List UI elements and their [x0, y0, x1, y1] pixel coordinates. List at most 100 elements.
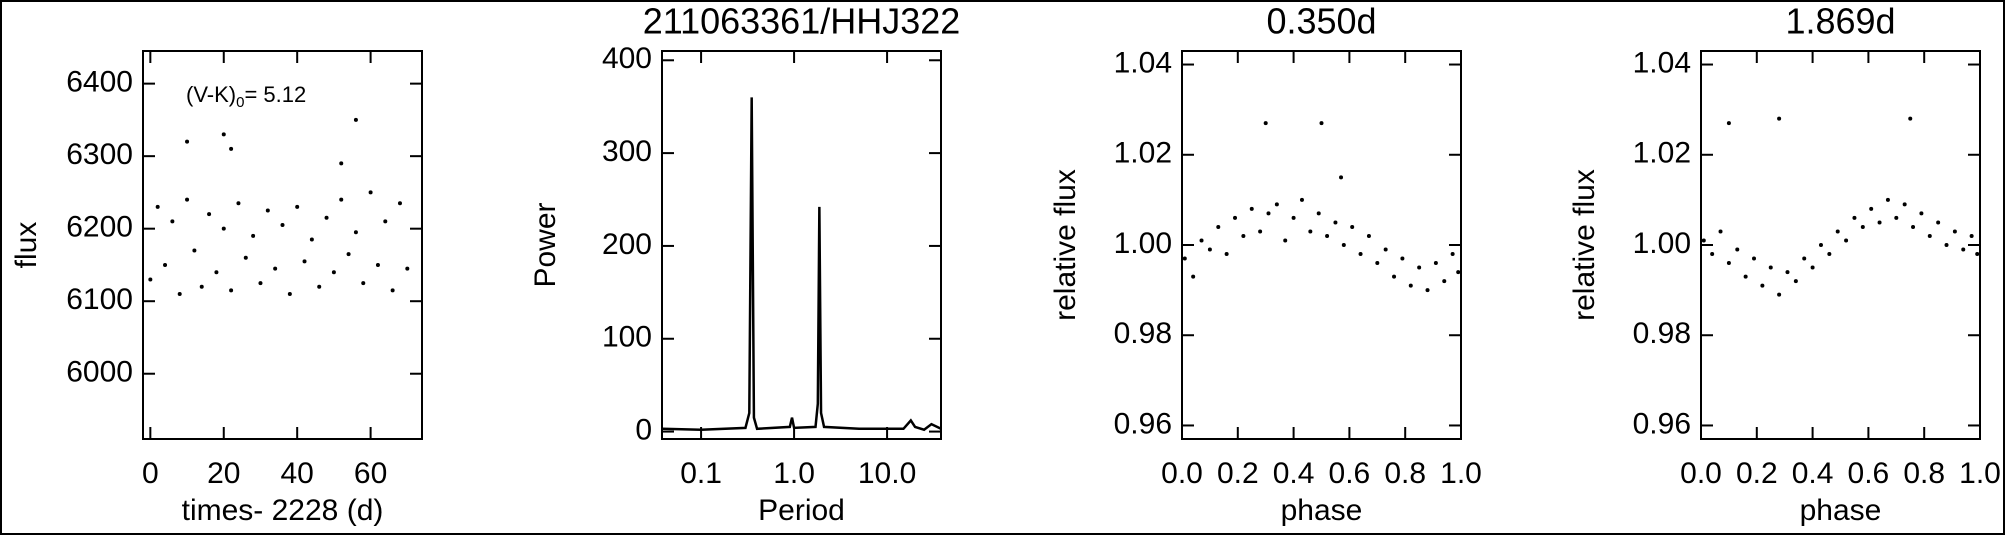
- panel-title: 0.350d: [1266, 1, 1376, 42]
- y-tick-label: 6400: [66, 66, 133, 99]
- data-point: [287, 291, 292, 296]
- data-point: [1266, 211, 1271, 216]
- data-point: [273, 266, 278, 271]
- data-point: [1263, 121, 1268, 126]
- data-point: [1224, 252, 1229, 257]
- x-tick-label: 0.8: [1384, 457, 1426, 490]
- x-tick-label: 0.6: [1329, 457, 1371, 490]
- data-point: [1258, 229, 1263, 234]
- plot-frame: [1181, 50, 1462, 440]
- data-point: [280, 223, 285, 228]
- data-point: [1325, 233, 1330, 238]
- x-tick-label: 0.2: [1217, 457, 1259, 490]
- x-tick-label: 0: [142, 457, 159, 490]
- data-point: [397, 201, 402, 206]
- data-point: [331, 270, 336, 275]
- data-point: [317, 284, 322, 289]
- y-tick-label: 400: [602, 42, 652, 75]
- data-point: [1936, 220, 1941, 225]
- y-tick-label: 300: [602, 135, 652, 168]
- plot-data: [662, 97, 941, 432]
- data-point: [192, 248, 197, 253]
- data-point: [295, 204, 300, 209]
- plot-frame: [142, 50, 423, 440]
- y-tick-label: 1.04: [1114, 46, 1172, 79]
- y-tick-label: 0: [635, 413, 652, 446]
- annotation-subscript: 0: [236, 94, 244, 111]
- data-point: [346, 252, 351, 257]
- data-point: [1207, 247, 1212, 252]
- data-point: [1308, 229, 1313, 234]
- x-tick-label: 0.4: [1273, 457, 1315, 490]
- x-tick-label: 0.8: [1903, 457, 1945, 490]
- data-point: [1802, 256, 1807, 261]
- x-tick-label: 40: [280, 457, 313, 490]
- data-point: [1975, 252, 1980, 257]
- y-axis-label: relative flux: [1049, 169, 1082, 321]
- data-point: [1952, 229, 1957, 234]
- y-tick-label: 1.02: [1114, 137, 1172, 170]
- x-tick-label: 0.1: [680, 457, 722, 490]
- annotation-text: (V-K): [186, 82, 236, 107]
- y-tick-label: 6300: [66, 138, 133, 171]
- y-tick-label: 0.96: [1633, 407, 1691, 440]
- data-point: [1339, 175, 1344, 180]
- data-point: [1860, 224, 1865, 229]
- plot-frame: [1700, 50, 1981, 440]
- data-point: [309, 237, 314, 242]
- y-tick-label: 0.96: [1114, 407, 1172, 440]
- data-point: [1777, 292, 1782, 297]
- data-point: [155, 204, 160, 209]
- data-point: [1908, 116, 1913, 121]
- annotation-text: = 5.12: [244, 82, 306, 107]
- data-point: [199, 284, 204, 289]
- data-point: [1417, 265, 1422, 270]
- x-axis-label: phase: [1800, 494, 1882, 527]
- data-point: [1182, 256, 1187, 261]
- plot-data: [148, 117, 410, 296]
- data-point: [221, 132, 226, 137]
- data-point: [1927, 233, 1932, 238]
- data-point: [1274, 202, 1279, 207]
- data-point: [339, 197, 344, 202]
- data-point: [148, 277, 153, 282]
- data-point: [1400, 256, 1405, 261]
- data-point: [1735, 247, 1740, 252]
- data-point: [1701, 238, 1706, 243]
- data-point: [353, 230, 358, 235]
- x-axis-label: Period: [758, 494, 845, 527]
- data-point: [1919, 211, 1924, 216]
- data-point: [1442, 279, 1447, 284]
- data-point: [1810, 265, 1815, 270]
- x-tick-label: 0.0: [1680, 457, 1722, 490]
- data-point: [1456, 270, 1461, 275]
- data-point: [1944, 243, 1949, 247]
- data-point: [1319, 121, 1324, 126]
- data-point: [302, 259, 307, 264]
- data-point: [1852, 215, 1857, 220]
- data-point: [221, 226, 226, 231]
- panel-title: 1.869d: [1785, 1, 1895, 42]
- y-tick-label: 1.02: [1633, 137, 1691, 170]
- y-tick-label: 6000: [66, 356, 133, 389]
- data-point: [339, 161, 344, 166]
- x-tick-label: 20: [207, 457, 240, 490]
- x-tick-label: 1.0: [773, 457, 815, 490]
- data-point: [405, 266, 410, 271]
- data-point: [1902, 202, 1907, 207]
- data-point: [1333, 220, 1338, 225]
- data-point: [361, 281, 366, 286]
- x-tick-label: 0.6: [1848, 457, 1890, 490]
- data-point: [1425, 288, 1430, 293]
- x-axis-label: phase: [1281, 494, 1363, 527]
- data-point: [1911, 224, 1916, 229]
- data-point: [1241, 233, 1246, 238]
- x-tick-label: 1.0: [1959, 457, 2001, 490]
- data-point: [258, 281, 263, 286]
- data-point: [1710, 252, 1715, 257]
- data-point: [1383, 247, 1388, 252]
- data-point: [1827, 252, 1832, 257]
- data-point: [214, 270, 219, 275]
